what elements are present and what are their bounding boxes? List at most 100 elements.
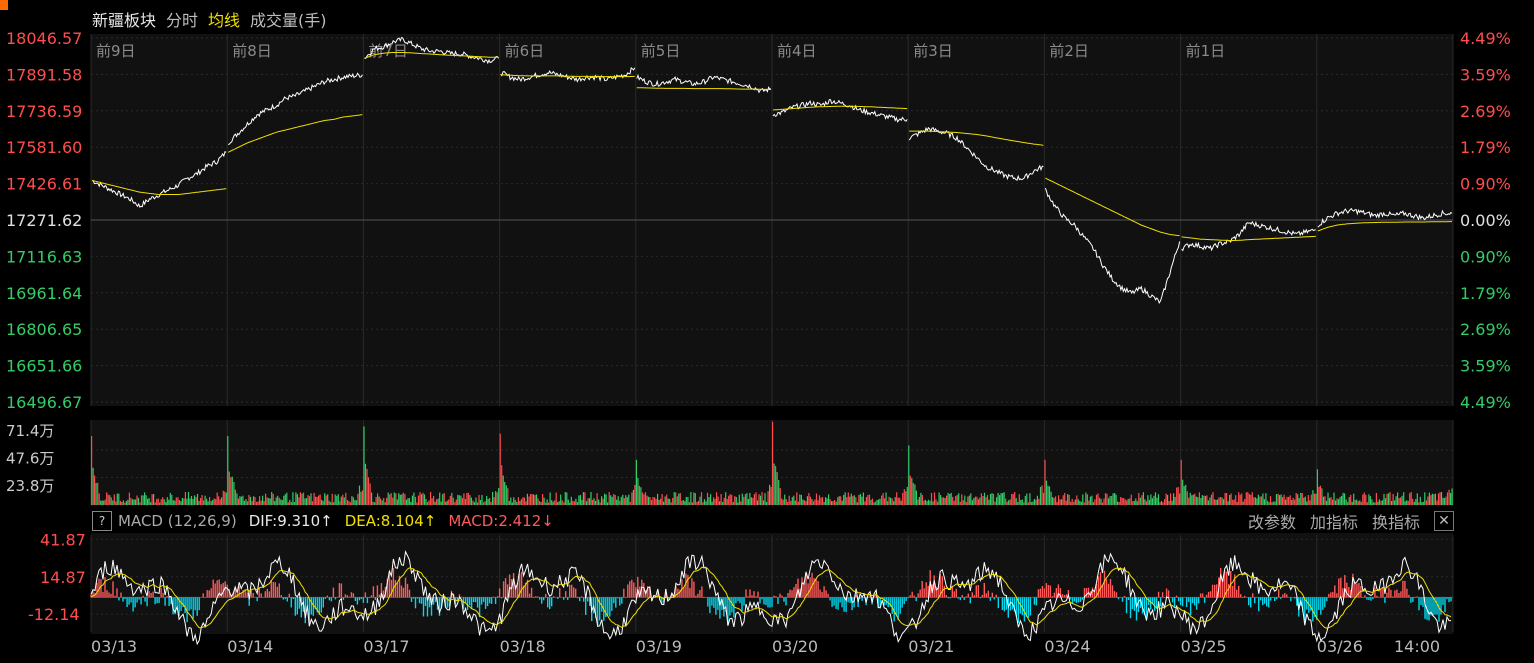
volume-bar <box>812 501 815 505</box>
volume-bar <box>351 496 353 505</box>
volume-bar <box>1400 497 1402 505</box>
volume-bar <box>1114 493 1116 505</box>
volume-bar <box>302 492 305 505</box>
x-time-label: 14:00 <box>1394 637 1440 656</box>
volume-bar <box>793 495 795 505</box>
volume-bar <box>340 496 342 505</box>
volume-bar <box>558 501 560 505</box>
x-date-label: 03/14 <box>227 637 273 656</box>
volume-bar <box>1263 499 1265 505</box>
x-date-label: 03/24 <box>1044 637 1090 656</box>
volume-bar <box>251 501 253 505</box>
volume-bar <box>1012 493 1014 505</box>
volume-bar <box>787 501 789 505</box>
volume-bar <box>658 500 660 505</box>
volume-bar <box>691 502 693 505</box>
close-icon[interactable]: ✕ <box>1434 511 1454 531</box>
volume-bar <box>290 502 292 505</box>
y-tick-right: 0.90% <box>1460 175 1511 194</box>
volume-bar <box>399 494 401 505</box>
volume-bar <box>479 500 482 505</box>
volume-bar <box>1289 495 1291 505</box>
tab-intraday[interactable]: 分时 <box>166 11 199 30</box>
volume-bar <box>289 499 291 505</box>
tab-volume[interactable]: 成交量(手) <box>250 11 327 30</box>
volume-bar <box>976 496 978 505</box>
volume-bar <box>248 495 250 505</box>
volume-bar <box>1147 495 1149 505</box>
volume-bar <box>349 502 351 505</box>
volume-bar <box>440 501 442 505</box>
volume-bar <box>1394 500 1396 505</box>
help-icon[interactable]: ? <box>92 511 112 531</box>
volume-bar <box>1331 499 1334 505</box>
volume-bar <box>891 498 893 505</box>
volume-bar <box>1210 494 1213 505</box>
volume-bar <box>101 500 103 505</box>
add-indicator-button[interactable]: 加指标 <box>1309 513 1358 532</box>
volume-bar <box>1440 492 1443 505</box>
tab-average-line[interactable]: 均线 <box>208 11 241 30</box>
volume-bar <box>537 498 539 505</box>
volume-bar <box>1042 492 1045 505</box>
volume-bar <box>1380 500 1382 505</box>
switch-indicator-button[interactable]: 换指标 <box>1371 513 1420 532</box>
y-tick-left: 16496.67 <box>6 393 82 412</box>
volume-bar <box>1129 498 1131 505</box>
volume-bar <box>139 502 141 505</box>
volume-bar <box>218 496 220 505</box>
volume-bar <box>902 492 904 505</box>
volume-bar <box>637 478 639 505</box>
volume-bar <box>803 500 805 505</box>
volume-bar <box>1115 494 1117 505</box>
volume-bar <box>311 501 314 505</box>
volume-bar <box>855 497 857 505</box>
volume-bar <box>610 495 612 505</box>
volume-bar <box>292 492 294 505</box>
volume-bar <box>1312 490 1314 505</box>
volume-bar <box>198 500 200 505</box>
volume-bar <box>781 498 783 505</box>
volume-bar <box>262 495 264 505</box>
volume-bar <box>834 500 836 505</box>
volume-bar <box>287 502 289 505</box>
volume-bar <box>837 497 839 505</box>
volume-bar <box>693 492 695 505</box>
volume-bar <box>1097 493 1099 505</box>
volume-bar <box>148 497 150 505</box>
volume-bar <box>156 499 158 505</box>
volume-bar <box>729 494 731 505</box>
volume-bar <box>858 495 860 505</box>
volume-bar <box>224 491 226 505</box>
volume-bar <box>714 498 716 505</box>
volume-bar <box>838 496 840 505</box>
volume-bar <box>877 499 880 505</box>
volume-bar <box>775 466 777 505</box>
volume-bar <box>1024 495 1026 505</box>
volume-bar <box>109 495 111 505</box>
volume-bar <box>121 502 123 505</box>
edit-params-button[interactable]: 改参数 <box>1247 513 1296 532</box>
volume-bar <box>569 502 571 505</box>
volume-bar <box>180 501 182 505</box>
volume-bar <box>1219 497 1222 505</box>
volume-bar <box>169 492 171 505</box>
volume-bar <box>1282 497 1284 505</box>
volume-bar <box>800 494 802 505</box>
volume-bar <box>859 494 861 505</box>
volume-bar <box>699 496 701 505</box>
volume-bar <box>893 501 895 505</box>
volume-bar <box>974 496 976 505</box>
volume-bar <box>299 492 301 505</box>
volume-bar <box>1017 502 1019 505</box>
volume-bar <box>947 492 949 505</box>
volume-bar <box>735 497 737 505</box>
volume-bar <box>955 496 957 505</box>
volume-bar <box>1167 494 1169 505</box>
volume-bar <box>150 502 152 505</box>
volume-bar <box>594 500 597 505</box>
volume-bar <box>1350 494 1352 505</box>
macd-indicator-name[interactable]: MACD (12,26,9) <box>118 512 237 530</box>
avg-line-day <box>1045 177 1180 237</box>
volume-bar <box>953 500 955 505</box>
